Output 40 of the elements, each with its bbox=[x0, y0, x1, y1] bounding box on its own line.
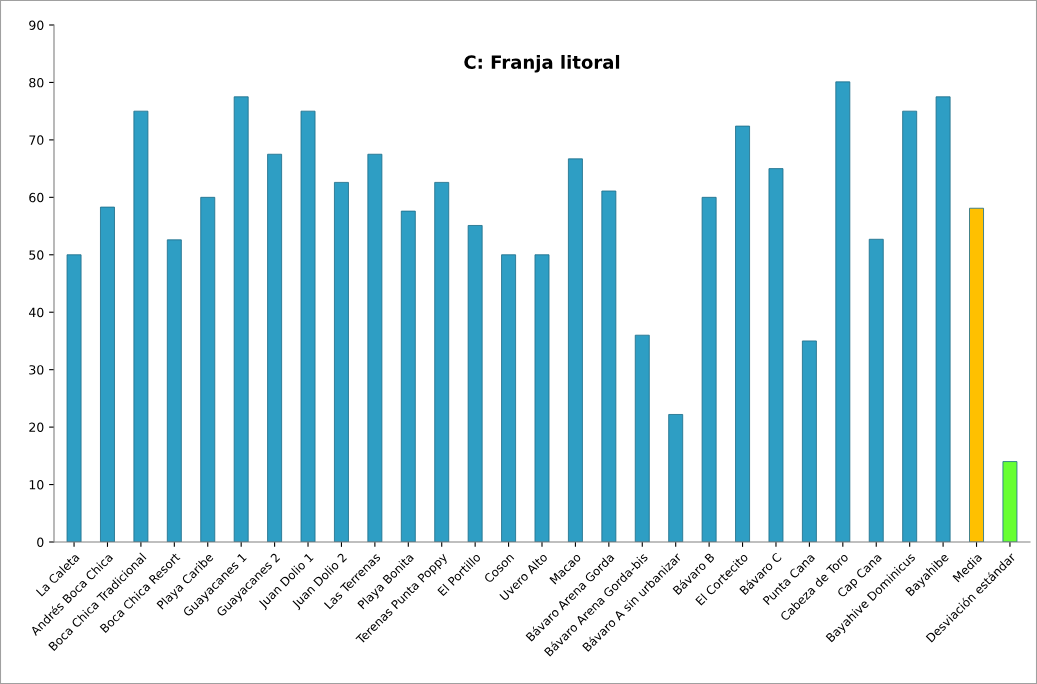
bar bbox=[634, 334, 650, 542]
text: C: Franja litoral bbox=[464, 54, 620, 73]
bar bbox=[100, 206, 115, 542]
bar bbox=[567, 158, 583, 542]
bar bbox=[133, 110, 149, 542]
y-tick-label: 20 bbox=[29, 422, 44, 433]
y-tick-label: 70 bbox=[29, 135, 44, 145]
bar bbox=[66, 254, 82, 542]
y-tick-label: 50 bbox=[29, 250, 44, 260]
bar bbox=[434, 181, 450, 542]
bar bbox=[701, 196, 717, 542]
bar bbox=[1002, 461, 1018, 542]
y-tick-label: 0 bbox=[37, 537, 44, 547]
bar bbox=[868, 238, 884, 542]
bar bbox=[334, 181, 349, 542]
bar bbox=[601, 190, 617, 542]
bar bbox=[969, 207, 984, 542]
bar bbox=[935, 96, 951, 542]
y-tick-label: 30 bbox=[29, 365, 44, 375]
bar bbox=[735, 125, 750, 542]
bar bbox=[400, 210, 416, 542]
bar bbox=[467, 225, 483, 542]
bar bbox=[267, 153, 283, 542]
bar bbox=[835, 81, 851, 542]
bar bbox=[768, 168, 784, 542]
bar bbox=[166, 239, 182, 542]
bar bbox=[801, 340, 817, 542]
y-tick-label: 10 bbox=[29, 480, 44, 490]
bar bbox=[902, 110, 918, 542]
bar bbox=[200, 196, 216, 542]
bar bbox=[233, 96, 249, 542]
y-tick-label: 60 bbox=[29, 192, 44, 203]
bar bbox=[668, 414, 684, 542]
y-tick-label: 80 bbox=[29, 77, 44, 88]
y-tick-label: 40 bbox=[28, 307, 44, 318]
bar bbox=[501, 254, 517, 542]
bar bbox=[367, 153, 383, 542]
bar bbox=[300, 110, 316, 542]
bar bbox=[534, 254, 550, 542]
y-tick-label: 90 bbox=[29, 20, 44, 30]
